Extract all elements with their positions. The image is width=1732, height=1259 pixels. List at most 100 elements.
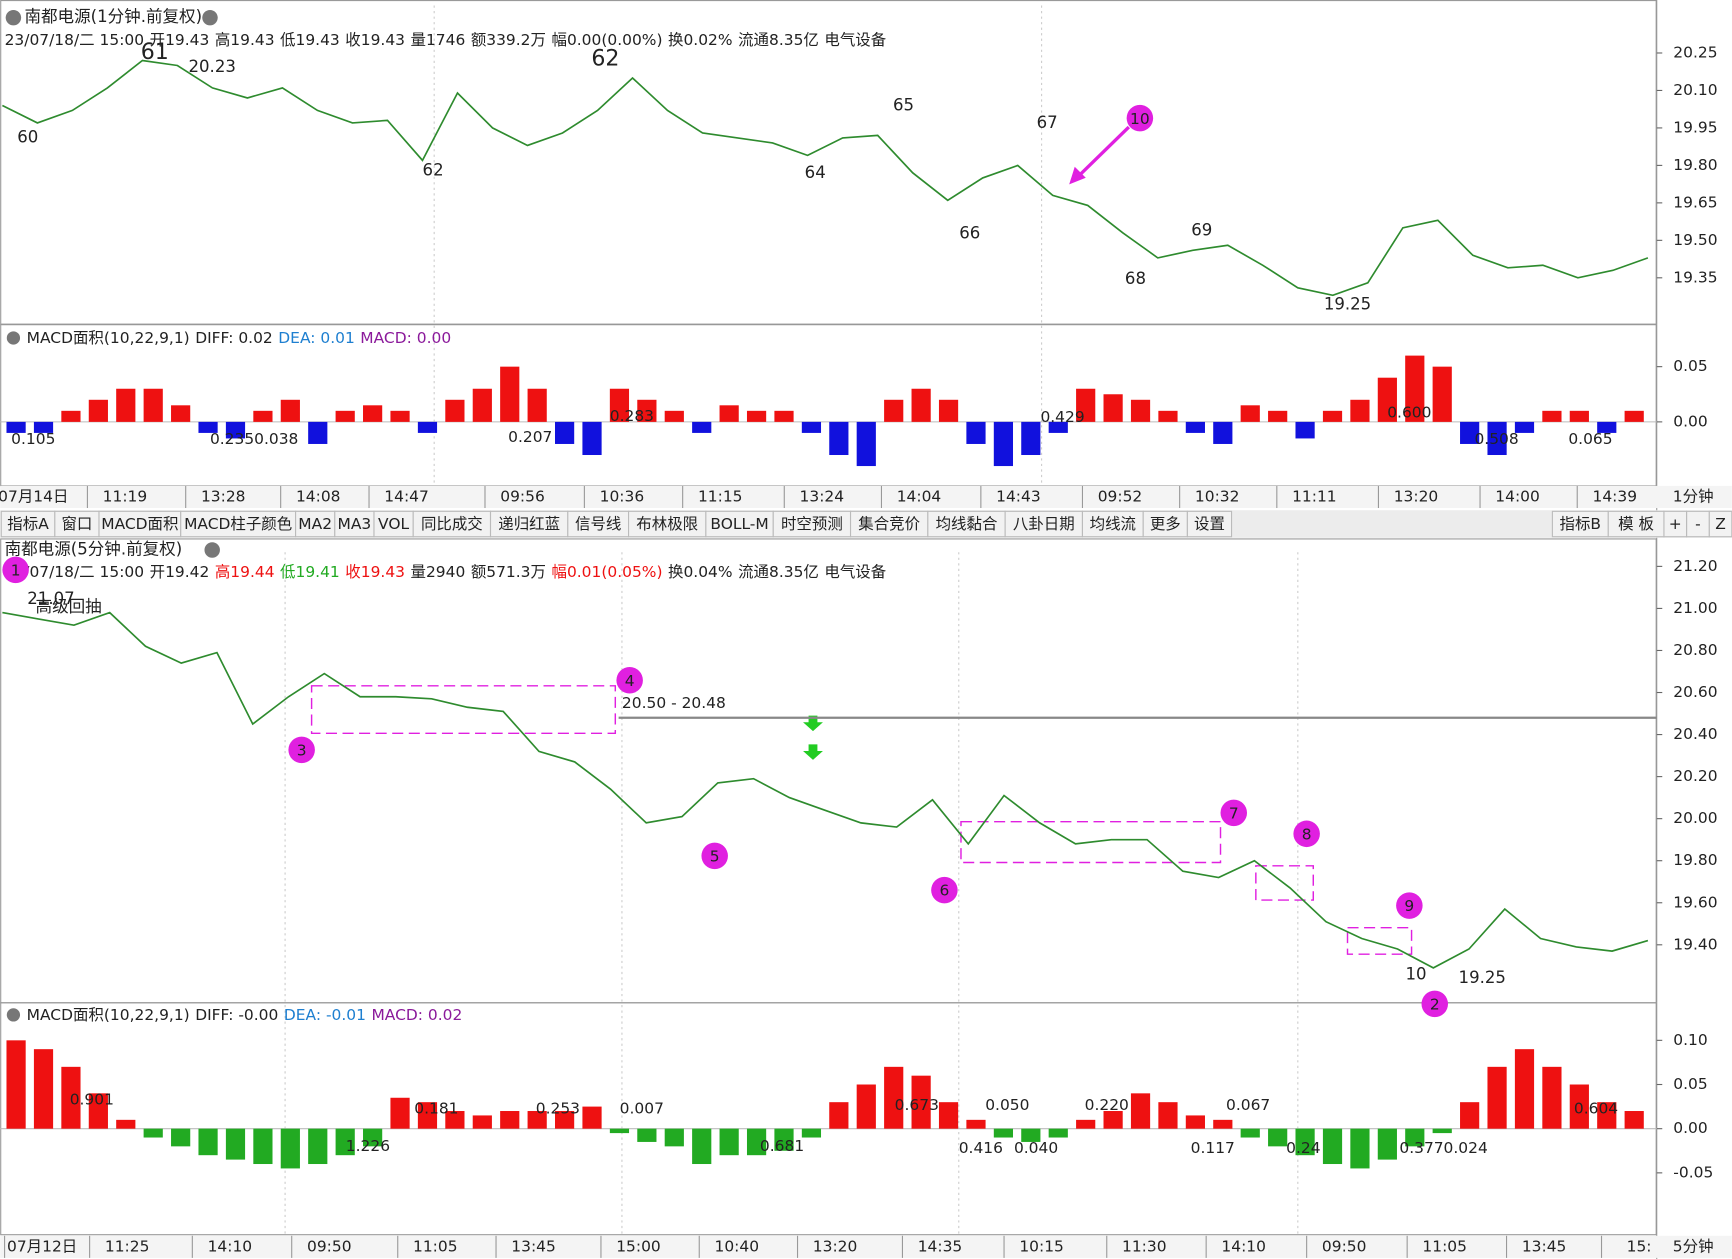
toolbar-button[interactable]: [849, 510, 929, 538]
macd-bar: [1569, 410, 1589, 422]
toolbar-button[interactable]: [628, 510, 707, 538]
toolbar-button-label[interactable]: 指标A: [7, 515, 49, 533]
dropdown-icon[interactable]: [6, 331, 21, 345]
bottom-title: 南都电源(5分钟.前复权): [5, 539, 183, 558]
toolbar-button-label[interactable]: +: [1669, 515, 1682, 533]
toolbar-button[interactable]: [412, 510, 492, 538]
toolbar-button[interactable]: [1186, 510, 1233, 538]
toolbar-button-label[interactable]: 同比成交: [421, 515, 483, 533]
macd-bar: [363, 405, 383, 422]
toolbar-button[interactable]: [334, 510, 375, 538]
marker-circle: [1396, 892, 1423, 919]
macd-bar: [280, 1128, 300, 1169]
toolbar-button[interactable]: [772, 510, 852, 538]
macd-bar: [335, 410, 355, 422]
macd-bar: [637, 399, 657, 422]
toolbar-button-label[interactable]: 均线流: [1090, 515, 1136, 533]
macd-bar: [1542, 410, 1562, 422]
dropdown-icon[interactable]: [204, 542, 220, 558]
axis-strip: [0, 1235, 1732, 1258]
toolbar-button-label[interactable]: MA2: [298, 515, 332, 533]
macd-bar: [88, 1093, 108, 1129]
toolbar-button-label[interactable]: 时空预测: [781, 515, 843, 533]
toolbar-button[interactable]: [1142, 510, 1188, 538]
toolbar-button-label[interactable]: 信号线: [575, 515, 621, 533]
x-tick-label: 13:20: [813, 1237, 858, 1255]
toolbar-button-label[interactable]: BOLL-M: [710, 515, 768, 533]
macd-bar: [884, 1066, 904, 1129]
y-tick-label: -0.05: [1673, 1163, 1713, 1181]
macd-label: 0.117: [1191, 1139, 1235, 1157]
y-tick-label: 19.80: [1673, 156, 1717, 174]
toolbar-button-label[interactable]: 布林极限: [636, 515, 698, 533]
macd-label: 0.067: [1226, 1096, 1270, 1114]
macd-bar: [390, 410, 410, 422]
marker-label: 9: [1404, 897, 1414, 915]
macd-label: 0.600: [1387, 404, 1431, 422]
y-tick-label: 19.65: [1673, 193, 1717, 211]
macd-bar: [829, 421, 849, 456]
toolbar-button[interactable]: [567, 510, 630, 538]
toolbar-button[interactable]: [180, 510, 297, 538]
macd-bar: [198, 421, 218, 433]
macd-label: 0.105: [11, 430, 55, 448]
toolbar-button-label[interactable]: VOL: [378, 515, 409, 533]
macd-label: 0.038: [254, 430, 298, 448]
marker-label: 4: [625, 672, 635, 690]
toolbar-button[interactable]: [373, 510, 414, 538]
down-arrow: [803, 744, 823, 760]
toolbar-button-label[interactable]: -: [1695, 515, 1701, 533]
toolbar-button-label[interactable]: Z: [1715, 515, 1726, 533]
dropdown-icon[interactable]: [5, 9, 22, 26]
macd-bar: [1377, 377, 1397, 422]
macd-bar: [253, 1128, 273, 1165]
y-tick-label: 20.60: [1673, 683, 1717, 701]
macd-label: 0.901: [70, 1090, 114, 1108]
toolbar-button-label[interactable]: 均线黏合: [936, 515, 998, 533]
toolbar-button-label[interactable]: 递归红蓝: [498, 515, 560, 533]
y-tick-label: 19.95: [1673, 118, 1717, 136]
axis-strip: [0, 485, 1732, 509]
toolbar-button[interactable]: [1607, 510, 1665, 538]
macd-bar: [116, 1119, 136, 1129]
macd-label: 0.065: [1568, 430, 1612, 448]
dropdown-icon[interactable]: [202, 9, 218, 26]
macd-bar: [280, 399, 300, 422]
macd-bar: [664, 410, 684, 422]
x-tick-label: 10:32: [1195, 487, 1240, 505]
x-tick-label: 13:45: [511, 1237, 556, 1255]
top-title: 南都电源(1分钟.前复权): [24, 7, 202, 26]
toolbar-button-label[interactable]: 八卦日期: [1013, 515, 1075, 533]
toolbar-button[interactable]: [1081, 510, 1144, 538]
marker-circle: [931, 876, 958, 904]
annotation: 61: [141, 40, 169, 65]
annotation: 10: [1405, 965, 1426, 984]
toolbar-button-label[interactable]: 设置: [1194, 515, 1225, 533]
toolbar-button[interactable]: [54, 510, 100, 538]
info-item: 幅0.01(0.05%): [551, 563, 662, 581]
macd-bar: [774, 410, 794, 422]
toolbar-button-label[interactable]: MACD面积: [101, 515, 178, 533]
toolbar-button-label[interactable]: 集合竞价: [858, 515, 920, 533]
toolbar-button[interactable]: [1004, 510, 1084, 538]
macd-bar: [171, 405, 191, 422]
info-item: 低19.43: [280, 30, 340, 48]
macd-bar: [609, 388, 630, 422]
marker-circle: [1293, 820, 1320, 848]
toolbar-button-label[interactable]: MACD柱子颜色: [184, 515, 292, 533]
toolbar-button-label[interactable]: 窗口: [61, 515, 92, 533]
toolbar-button-label[interactable]: 模 板: [1618, 515, 1654, 533]
dropdown-icon[interactable]: [6, 1008, 21, 1022]
toolbar-button[interactable]: [489, 510, 569, 538]
toolbar-button-label[interactable]: 指标B: [1560, 515, 1602, 533]
toolbar-button[interactable]: [927, 510, 1006, 538]
info-line: 23/07/18/二 15:00 开19.42 高19.44 低19.41 收19.43…: [5, 563, 887, 581]
macd-bar: [1569, 1084, 1589, 1129]
marker-circle: [2, 556, 29, 584]
macd-bar: [1048, 421, 1068, 433]
toolbar-button-label[interactable]: MA3: [338, 515, 372, 533]
y-tick-label: 20.20: [1673, 767, 1717, 785]
toolbar-button[interactable]: [1551, 510, 1609, 538]
info-item: DEA: -0.01: [284, 1005, 366, 1023]
toolbar-button-label[interactable]: 更多: [1150, 515, 1181, 533]
